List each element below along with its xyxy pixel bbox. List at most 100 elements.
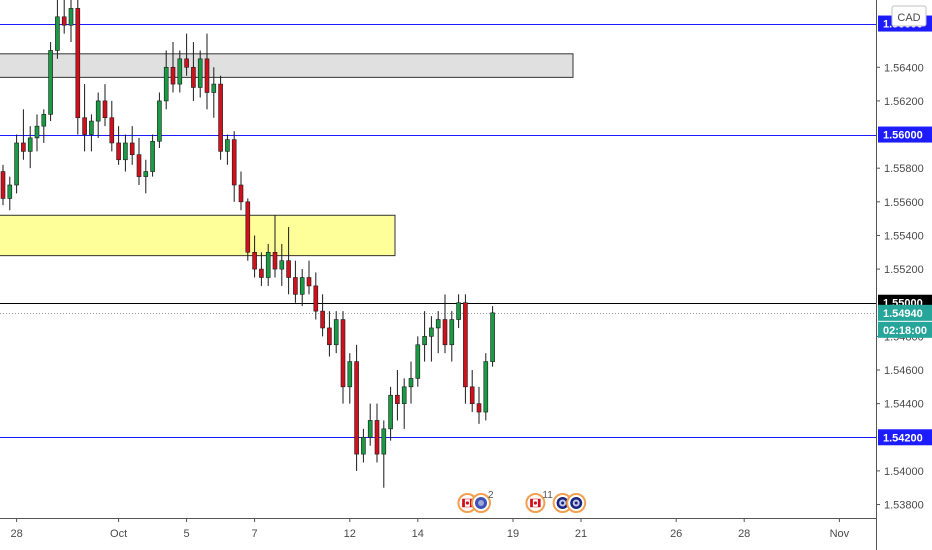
candle-body[interactable] (388, 394, 393, 430)
candle-body[interactable] (306, 277, 312, 287)
candle-body[interactable] (320, 310, 325, 329)
candle-body[interactable] (136, 154, 142, 177)
candle-body[interactable] (272, 251, 278, 270)
candle-body[interactable] (490, 312, 495, 362)
candle-body[interactable] (469, 386, 475, 404)
us-seal-icon[interactable] (566, 493, 587, 513)
candle-body[interactable] (21, 142, 26, 152)
globe-icon[interactable]: 2 (471, 490, 494, 513)
x-tick-label: 7 (252, 528, 258, 540)
candle-body[interactable] (102, 100, 108, 119)
candle-body[interactable] (408, 378, 414, 388)
candle-body[interactable] (123, 142, 128, 161)
candle-body[interactable] (456, 302, 461, 320)
canada-flag-icon[interactable]: 11 (525, 490, 553, 513)
candle-body[interactable] (265, 251, 271, 278)
candle-body[interactable] (333, 319, 339, 346)
candle-body[interactable] (422, 336, 427, 346)
candle-body[interactable] (7, 184, 13, 199)
candle-body[interactable] (157, 100, 162, 142)
candle-body[interactable] (197, 58, 203, 88)
candle-body[interactable] (27, 137, 33, 152)
candle-body[interactable] (82, 117, 87, 135)
candle-body[interactable] (143, 171, 149, 177)
candle-body[interactable] (259, 268, 264, 278)
y-tick-label: 1.55200 (884, 264, 924, 276)
candle-body[interactable] (75, 8, 81, 119)
candle-body[interactable] (129, 142, 135, 156)
candle-body[interactable] (340, 319, 346, 388)
candle-body[interactable] (191, 66, 196, 88)
candle-body[interactable] (395, 394, 400, 404)
candle-body[interactable] (177, 58, 183, 85)
candle-body[interactable] (89, 120, 94, 135)
candle-body[interactable] (225, 139, 230, 152)
candle-body[interactable] (347, 361, 353, 388)
candle-body[interactable] (109, 117, 115, 144)
candle-body[interactable] (163, 66, 169, 102)
candle-body[interactable] (95, 100, 101, 122)
candle-body[interactable] (313, 285, 319, 312)
level-price-label-bg (878, 126, 932, 143)
candle-body[interactable] (14, 142, 19, 186)
candle-body[interactable] (367, 420, 373, 438)
candle-body[interactable] (463, 302, 468, 388)
time-axis[interactable]: 28 Oct 5 7 12 14 19 21 26 28 Nov (0, 518, 876, 550)
candle-body[interactable] (116, 142, 121, 161)
candle-body[interactable] (48, 50, 53, 115)
candle-body[interactable] (238, 184, 244, 203)
candle-body[interactable] (401, 386, 407, 404)
candle-body[interactable] (150, 140, 155, 172)
candle-body[interactable] (483, 361, 489, 413)
candle-body[interactable] (354, 361, 359, 455)
zone-rect[interactable] (0, 214, 396, 257)
currency-badge[interactable] (891, 5, 927, 27)
y-tick-label: 1.55800 (884, 163, 924, 175)
candle-body[interactable] (374, 420, 380, 455)
candle-body[interactable] (61, 16, 67, 26)
candle-body[interactable] (231, 139, 237, 186)
candle-body[interactable] (204, 58, 210, 93)
price-axis[interactable]: 1.538001.540001.544001.546001.548001.552… (876, 0, 932, 550)
events-layer[interactable]: 2 11 (457, 490, 587, 513)
candle-body[interactable] (170, 66, 176, 85)
x-tick-label: Oct (110, 528, 127, 540)
candle-body[interactable] (435, 319, 441, 329)
candle-body[interactable] (293, 277, 298, 295)
candle-body[interactable] (279, 260, 285, 270)
candle-body[interactable] (429, 327, 434, 337)
candle-body[interactable] (415, 344, 421, 379)
zones-layer (0, 53, 574, 257)
level-price-label-bg (878, 429, 932, 446)
x-tick-label: Nov (830, 528, 850, 540)
candle-body[interactable] (218, 83, 223, 152)
candle-body[interactable] (34, 125, 40, 139)
candle-body[interactable] (68, 8, 74, 26)
candle-body[interactable] (41, 114, 47, 127)
candle-body[interactable] (361, 436, 366, 455)
x-tick-label: 26 (670, 528, 682, 540)
countdown-bg (878, 321, 932, 338)
candle-body[interactable] (245, 201, 251, 253)
x-tick-label: 21 (575, 528, 587, 540)
candle-body[interactable] (55, 16, 60, 51)
candle-body[interactable] (476, 403, 482, 413)
x-tick-label: 14 (412, 528, 424, 540)
candle-body[interactable] (286, 260, 291, 278)
candle-body[interactable] (381, 428, 387, 455)
candle-body[interactable] (252, 251, 257, 270)
current-price-label: 1.54940 (883, 308, 923, 320)
price-axis-bg (876, 0, 932, 550)
candle-body[interactable] (442, 319, 448, 346)
y-tick-label: 1.54400 (884, 399, 924, 411)
event-count: 2 (488, 490, 494, 501)
y-tick-label: 1.54000 (884, 466, 924, 478)
candle-body[interactable] (0, 171, 6, 199)
candle-body[interactable] (184, 58, 189, 68)
candle-body[interactable] (299, 277, 305, 295)
candle-body[interactable] (449, 319, 455, 346)
candle-body[interactable] (327, 327, 332, 346)
candle-body[interactable] (211, 83, 217, 93)
zone-rect[interactable] (0, 53, 574, 78)
